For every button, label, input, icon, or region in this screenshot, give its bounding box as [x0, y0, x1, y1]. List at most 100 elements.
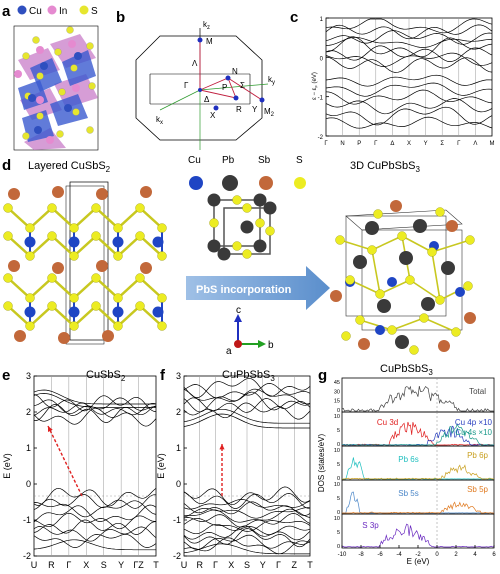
transition-arrow-head	[48, 426, 53, 432]
panel-label-b: b	[116, 9, 125, 26]
x-tick-label: Γ	[213, 560, 218, 570]
dos-y-tick-label: 0	[337, 476, 340, 482]
band-line	[33, 397, 157, 415]
band-line	[183, 383, 311, 399]
band-line	[33, 494, 157, 510]
dos-x-tick-label: 2	[454, 552, 458, 558]
y-tick-label: -1	[173, 515, 181, 525]
band-line	[33, 526, 157, 542]
x-tick-label: P	[357, 141, 361, 147]
title-g: CuPbSbS3	[380, 363, 433, 377]
dos-label: Sb 5s	[398, 489, 418, 498]
x-tick-label: Γ	[324, 141, 328, 147]
dos-curve	[342, 464, 495, 480]
dos-y-tick-label: 0	[337, 544, 340, 550]
x-tick-label: Y	[118, 560, 124, 570]
dos-curve	[341, 425, 494, 446]
band-line	[33, 512, 156, 530]
plot-frame	[33, 375, 157, 557]
x-tick-label: S	[101, 560, 107, 570]
dos-y-tick-label: 0	[337, 442, 340, 448]
dos-y-tick-label: 5	[337, 428, 340, 434]
y-tick-label: -2	[173, 551, 181, 561]
y-tick-label: -1	[318, 96, 324, 102]
panel-d-legend: Cu Pb Sb S	[188, 155, 306, 191]
band-line	[183, 388, 311, 405]
legend-swatch-in	[47, 5, 57, 15]
band-structure-c: Γ N P Γ Δ X Y Σ Γ Λ M 1 0 -1 -2 ε − εF (eV)	[312, 17, 495, 147]
y-tick-label: 1	[176, 443, 181, 453]
dos-y-axis-label: DOS (states/eV)	[317, 434, 326, 493]
pbs-incorporation-arrow: PbS incorporation	[186, 266, 330, 310]
bz-label-m2: M2	[264, 107, 275, 118]
x-tick-label: X	[407, 141, 411, 147]
legend-label-s-d: S	[296, 155, 303, 166]
band-line	[325, 98, 493, 115]
transition-arrow-head	[219, 444, 225, 450]
dos-y-tick-label: 15	[334, 399, 340, 405]
axis-label-b: b	[268, 340, 274, 351]
x-tick-label: Y	[260, 560, 266, 570]
legend-label-sb-d: Sb	[258, 155, 271, 166]
band-line	[325, 89, 493, 105]
band-line	[33, 402, 157, 416]
panel-label-f: f	[160, 367, 166, 384]
bz-label-sigma: Σ	[240, 81, 245, 90]
dos-x-tick-label: 6	[492, 552, 496, 558]
band-structure-e: U R Γ X S Y ΓZ T 3 2 1 0 -1 -2 E (eV)	[2, 371, 159, 570]
y-tick-label: 1	[26, 443, 31, 453]
legend-swatch-s-d	[294, 177, 306, 189]
x-tick-label: Z	[292, 560, 298, 570]
x-tick-label: U	[31, 560, 38, 570]
band-line	[183, 525, 311, 541]
bz-label-p: P	[222, 83, 227, 92]
panel-a: a Cu In S	[2, 3, 99, 151]
legend-label-s: S	[91, 6, 98, 17]
band-line	[325, 56, 493, 73]
x-tick-label: Δ	[390, 141, 394, 147]
panel-label-g: g	[318, 367, 327, 384]
band-line	[183, 486, 311, 506]
x-tick-label: R	[48, 560, 55, 570]
panel-b: b kz M N Γ P Σ Λ Δ X	[116, 9, 275, 150]
band-line	[325, 106, 493, 126]
arrow-label-pbs-incorporation: PbS incorporation	[196, 284, 292, 296]
y-tick-label: -2	[23, 551, 31, 561]
band-line	[325, 24, 493, 40]
dos-y-tick-label: 5	[337, 496, 340, 502]
x-tick-label: ΓZ	[133, 560, 144, 570]
band-line	[325, 36, 493, 58]
band-line	[183, 508, 311, 523]
x-tick-label: Γ	[276, 560, 281, 570]
band-line	[33, 500, 157, 518]
x-tick-label: T	[307, 560, 313, 570]
band-line	[183, 491, 311, 509]
legend-label-cu: Cu	[29, 6, 42, 17]
bz-label-ky: ky	[268, 75, 275, 86]
legend-swatch-cu-d	[189, 176, 203, 190]
legend-swatch-pb-d	[222, 175, 238, 191]
dos-x-tick-label: -8	[358, 552, 364, 558]
dos-label: Pb 6s	[398, 455, 418, 464]
dos-y-tick-label: 5	[337, 530, 340, 536]
dos-x-tick-label: -6	[377, 552, 383, 558]
band-line	[325, 37, 492, 48]
band-line	[33, 389, 156, 405]
band-line	[183, 523, 311, 535]
band-line	[325, 74, 493, 87]
dos-label: Cu 3d	[377, 418, 398, 427]
band-line	[183, 397, 311, 413]
y-tick-label: 2	[26, 407, 31, 417]
y-axis-label-c: ε − εF (eV)	[312, 72, 319, 100]
panel-label-a: a	[2, 3, 11, 20]
bz-label-x: X	[210, 111, 216, 120]
dos-y-tick-label: 10	[334, 516, 340, 522]
band-line	[183, 543, 310, 555]
dos-y-tick-label: 45	[334, 380, 340, 386]
transition-arrow	[47, 425, 83, 497]
